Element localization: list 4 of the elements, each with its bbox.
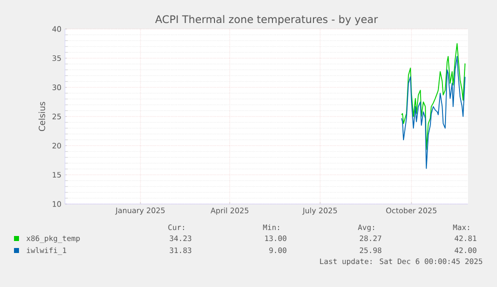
y-axis-title: Celsius	[38, 102, 46, 132]
chart-title: ACPI Thermal zone temperatures - by year	[155, 15, 378, 26]
line-series	[401, 56, 466, 169]
line-series	[401, 43, 466, 150]
